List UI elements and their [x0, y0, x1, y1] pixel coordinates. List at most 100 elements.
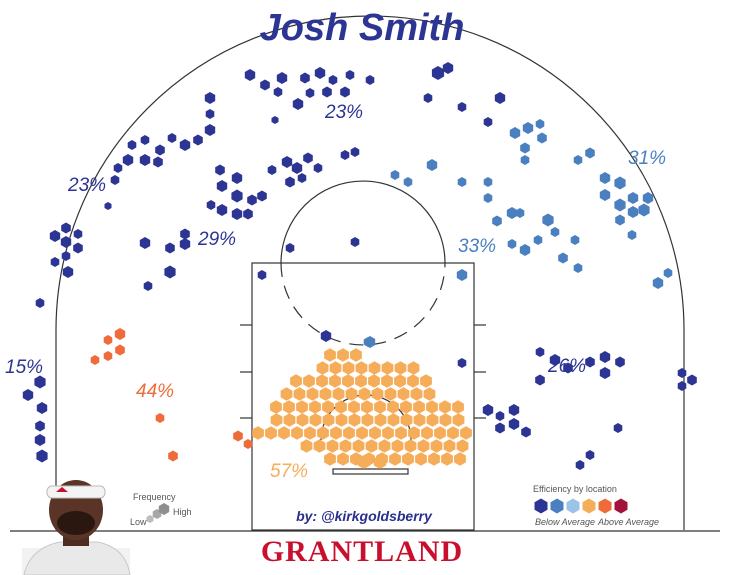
shot-hex: [537, 132, 547, 144]
shot-hex: [408, 426, 420, 440]
shot-hex: [165, 242, 175, 254]
shot-hex: [369, 426, 381, 440]
shot-hex: [549, 354, 561, 366]
shot-hex: [403, 177, 413, 187]
shot-hex: [290, 374, 302, 388]
shot-hex: [521, 426, 531, 438]
shot-hex: [400, 413, 413, 427]
shot-hex: [420, 374, 432, 388]
shot-hex: [34, 434, 46, 446]
shot-hex: [615, 214, 625, 226]
court-lines: [10, 15, 720, 532]
shot-hex: [252, 426, 264, 440]
efficiency-legend-hex: [534, 498, 548, 514]
shot-hex: [457, 102, 467, 112]
shot-hex: [368, 374, 380, 388]
shot-hex: [615, 356, 625, 368]
shot-hex: [492, 215, 502, 227]
shot-hex: [387, 400, 399, 414]
shot-hex: [340, 86, 350, 98]
shot-hex: [457, 177, 467, 187]
shot-hex: [324, 348, 336, 362]
shot-hex: [533, 235, 543, 245]
shot-hex: [335, 400, 347, 414]
shot-hex: [114, 328, 126, 340]
shot-hex: [520, 142, 530, 154]
shot-hex: [361, 413, 374, 427]
shot-hex: [508, 404, 520, 416]
zone-label-right-wing-three: 31%: [628, 148, 666, 169]
shot-hex: [348, 413, 361, 427]
shot-hex: [452, 413, 465, 427]
shot-hex: [483, 117, 493, 127]
shot-hex: [281, 156, 293, 168]
shot-hex: [283, 400, 295, 414]
shot-hex: [342, 374, 354, 388]
zone-label-left-baseline-mid: 44%: [136, 381, 174, 402]
shot-hex: [365, 75, 375, 85]
shot-hex: [371, 387, 384, 401]
shot-hex: [167, 133, 177, 143]
efficiency-legend-hex: [598, 498, 612, 514]
shot-hex: [374, 413, 387, 427]
shot-hex: [143, 281, 153, 291]
shot-hex: [456, 269, 468, 281]
shot-hex: [431, 66, 445, 80]
shot-hex: [361, 400, 373, 414]
frequency-legend-title: Frequency: [133, 492, 176, 502]
shot-hex: [316, 374, 328, 388]
shot-hex: [297, 173, 307, 183]
free-throw-circle-bottom: [280, 262, 446, 346]
shot-hex: [443, 439, 456, 453]
shot-hex: [306, 387, 319, 401]
shot-hex: [447, 426, 459, 440]
shot-hex: [423, 387, 436, 401]
shot-hex: [322, 400, 334, 414]
shot-hex: [345, 70, 355, 80]
shot-hex: [260, 79, 270, 91]
shot-hex: [599, 189, 611, 201]
shot-hex: [340, 150, 350, 160]
free-throw-circle-top: [280, 180, 446, 264]
shot-hex: [652, 277, 664, 289]
shot-hex: [389, 452, 401, 466]
shot-hex: [350, 147, 360, 157]
shot-hex: [519, 244, 531, 256]
shot-hex: [329, 374, 341, 388]
shot-hex: [139, 237, 151, 249]
shot-hex: [204, 124, 216, 136]
shot-hex: [363, 337, 373, 347]
shot-hex: [257, 270, 267, 280]
shot-hex: [244, 69, 256, 81]
shot-hex: [395, 426, 407, 440]
shot-hex: [153, 156, 163, 168]
efficiency-legend-hex: [582, 498, 596, 514]
shot-hex: [508, 418, 520, 430]
shot-hex: [441, 452, 453, 466]
shot-hex: [122, 154, 134, 166]
shot-hex: [642, 192, 654, 204]
shot-hex: [283, 413, 296, 427]
shot-hex: [417, 439, 430, 453]
shot-hex: [677, 368, 687, 378]
zone-label-left-long-mid: 29%: [197, 229, 236, 250]
shot-hex: [390, 170, 400, 180]
shot-hex: [113, 163, 123, 173]
shot-hex: [439, 413, 452, 427]
shot-hex: [36, 402, 48, 414]
shot-hex: [350, 237, 360, 247]
shot-hex: [506, 207, 518, 219]
shot-hex: [231, 189, 243, 203]
shot-hex: [573, 155, 583, 165]
shot-hex: [509, 127, 521, 139]
shot-hex: [339, 439, 352, 453]
shot-hex: [368, 361, 381, 375]
shot-hex: [335, 413, 348, 427]
shot-hex: [34, 375, 46, 389]
zone-label-top: 23%: [324, 102, 363, 123]
shot-hex: [426, 413, 439, 427]
frequency-legend-hexes: [146, 503, 170, 523]
efficiency-legend-low: Below Average: [535, 517, 595, 527]
shot-hex: [575, 460, 585, 470]
shot-hex: [599, 172, 611, 184]
